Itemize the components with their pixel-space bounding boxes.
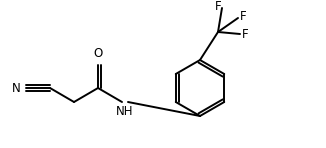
Text: F: F <box>215 0 221 13</box>
Text: F: F <box>240 11 247 24</box>
Text: N: N <box>12 82 21 95</box>
Text: F: F <box>242 28 249 41</box>
Text: NH: NH <box>116 105 134 118</box>
Text: O: O <box>93 47 103 60</box>
